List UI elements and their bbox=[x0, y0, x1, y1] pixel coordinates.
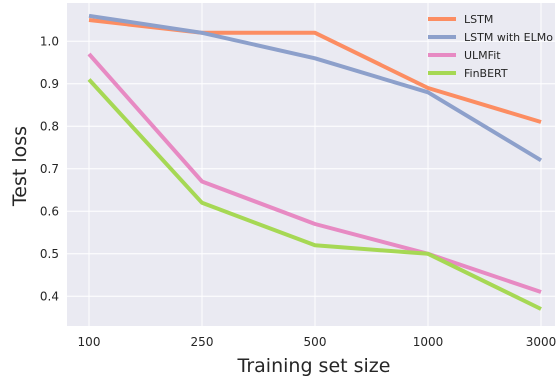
y-tick-label: 1.0 bbox=[40, 34, 59, 48]
y-axis-label: Test loss bbox=[9, 126, 31, 207]
legend-label-lstm-with-elmo: LSTM with ELMo bbox=[464, 31, 553, 44]
x-tick-label: 3000 bbox=[526, 335, 557, 349]
y-tick-label: 0.7 bbox=[40, 162, 59, 176]
legend-label-ulmfit: ULMFit bbox=[464, 49, 501, 62]
x-tick-label: 1000 bbox=[413, 335, 444, 349]
x-axis-label: Training set size bbox=[237, 355, 391, 377]
y-axis-ticks: 0.4 0.5 0.6 0.7 0.8 0.9 1.0 bbox=[40, 34, 59, 303]
y-tick-label: 0.9 bbox=[40, 77, 59, 91]
legend-label-lstm: LSTM bbox=[464, 13, 493, 26]
x-axis-ticks: 100 250 500 1000 3000 bbox=[78, 335, 557, 349]
x-tick-label: 500 bbox=[304, 335, 327, 349]
legend-label-finbert: FinBERT bbox=[464, 67, 508, 80]
y-tick-label: 0.8 bbox=[40, 119, 59, 133]
x-tick-label: 100 bbox=[78, 335, 101, 349]
x-tick-label: 250 bbox=[191, 335, 214, 349]
y-tick-label: 0.5 bbox=[40, 247, 59, 261]
y-tick-label: 0.4 bbox=[40, 289, 59, 303]
y-tick-label: 0.6 bbox=[40, 204, 59, 218]
